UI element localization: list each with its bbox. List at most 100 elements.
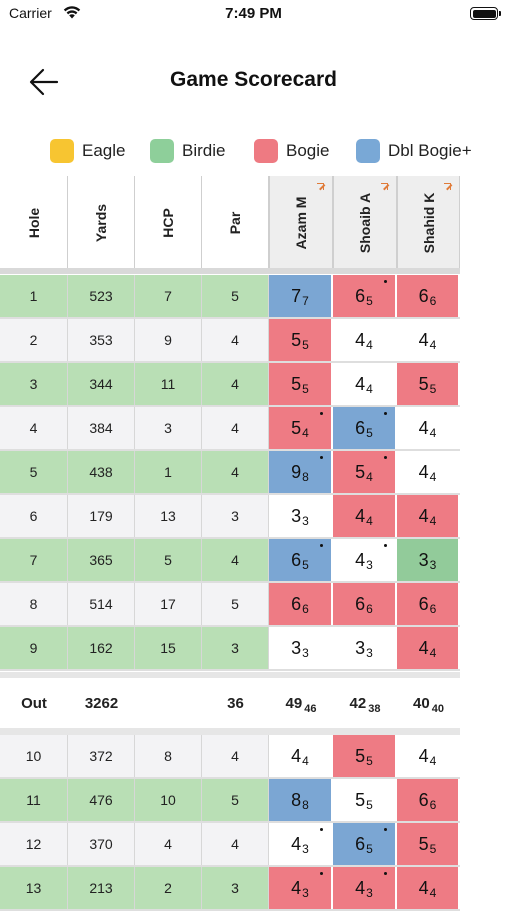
out-net: 40 — [431, 703, 444, 715]
external-link-icon[interactable] — [317, 183, 324, 190]
external-link-icon[interactable] — [444, 183, 451, 190]
header-separator — [0, 268, 460, 274]
status-bar: Carrier 7:49 PM — [0, 0, 507, 28]
gross-score: 5 — [355, 461, 366, 482]
row-separator — [0, 361, 460, 363]
row-separator — [0, 537, 460, 539]
column-header-player-2[interactable]: Shoaib A — [333, 176, 397, 269]
gross-score: 6 — [291, 549, 302, 570]
net-score: 4 — [429, 514, 437, 528]
gross-score: 4 — [418, 745, 429, 766]
net-score: 4 — [366, 470, 373, 484]
gross-score: 5 — [418, 373, 429, 394]
net-score: 7 — [302, 294, 309, 308]
hole-yards-cell: 213 — [68, 867, 135, 909]
gross-score: 4 — [418, 329, 429, 350]
page-title: Game Scorecard — [170, 68, 337, 91]
net-score: 4 — [302, 426, 309, 440]
hole-hcp-cell: 15 — [135, 627, 202, 669]
hole-yards-cell: 514 — [68, 583, 135, 625]
gross-score: 4 — [355, 373, 366, 394]
hole-hcp-cell: 11 — [135, 363, 202, 405]
net-score: 5 — [366, 426, 373, 440]
row-separator — [0, 405, 460, 407]
gross-score: 6 — [355, 285, 366, 306]
back-arrow-icon[interactable] — [27, 64, 63, 100]
row-separator — [0, 865, 460, 867]
row-separator — [0, 669, 460, 671]
out-summary-row: Out 3262 36 49 46 42 38 40 40 — [0, 678, 460, 728]
hole-hole-cell: 6 — [0, 495, 68, 537]
out-label: Out — [21, 694, 47, 712]
carrier-label: Carrier — [9, 5, 52, 21]
gross-score: 4 — [355, 505, 366, 526]
gross-score: 8 — [291, 789, 302, 810]
net-score: 6 — [429, 602, 437, 616]
row-separator — [0, 581, 460, 583]
net-score: 5 — [366, 842, 373, 856]
hole-hcp-cell: 4 — [135, 823, 202, 865]
gross-score: 4 — [355, 877, 366, 898]
hole-yards-cell: 384 — [68, 407, 135, 449]
net-score: 4 — [366, 382, 373, 396]
column-header-player-3[interactable]: Shahid K — [397, 176, 460, 269]
gross-score: 5 — [418, 833, 429, 854]
battery-tip — [499, 11, 501, 16]
external-link-icon[interactable] — [381, 183, 388, 190]
net-score: 3 — [366, 886, 373, 900]
hole-yards-cell: 370 — [68, 823, 135, 865]
gross-score: 5 — [291, 329, 302, 350]
gross-score: 4 — [291, 877, 302, 898]
player-3-name: Shahid K — [420, 192, 437, 253]
gross-score: 5 — [355, 789, 366, 810]
handicap-stroke-dot — [384, 280, 387, 283]
row-separator — [0, 821, 460, 823]
column-header-player-1[interactable]: Azam M — [269, 176, 333, 269]
handicap-stroke-dot — [384, 456, 387, 459]
column-header-yards: Yards — [68, 176, 135, 269]
gross-score: 4 — [418, 637, 429, 658]
hole-hcp-cell: 3 — [135, 407, 202, 449]
hole-yards-cell: 438 — [68, 451, 135, 493]
gross-score: 7 — [291, 285, 302, 306]
